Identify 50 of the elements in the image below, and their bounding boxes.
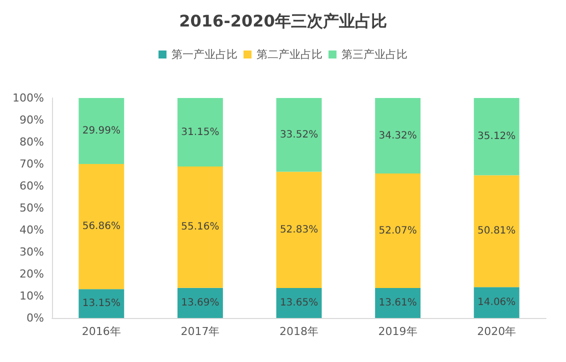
x-tick-label: 2017年	[180, 325, 220, 338]
bar	[474, 98, 520, 176]
data-label: 13.15%	[82, 298, 120, 310]
data-label: 33.52%	[280, 129, 318, 140]
legend-label: 第一产业占比	[172, 48, 238, 61]
y-tick-label: 40%	[20, 224, 44, 236]
bar	[276, 172, 322, 288]
legend-label: 第二产业占比	[256, 48, 322, 61]
bar	[375, 288, 421, 318]
bar	[78, 98, 124, 164]
bar	[375, 174, 421, 288]
data-label: 52.83%	[280, 224, 318, 236]
y-tick-label: 10%	[20, 290, 44, 302]
data-label: 13.65%	[280, 297, 318, 308]
data-label: 29.99%	[82, 125, 120, 136]
bar	[474, 287, 520, 318]
bar	[276, 288, 322, 318]
bar	[177, 98, 223, 167]
chart-title: 2016-2020年三次产业占比	[179, 12, 387, 30]
data-label: 14.06%	[478, 297, 516, 308]
y-tick-label: 30%	[20, 246, 44, 258]
data-label: 35.12%	[478, 131, 516, 142]
legend-label: 第三产业占比	[342, 48, 408, 61]
bar	[78, 164, 124, 290]
bar	[177, 288, 223, 318]
y-tick-label: 80%	[20, 136, 44, 148]
data-label: 55.16%	[181, 222, 220, 233]
x-tick-label: 2018年	[280, 325, 318, 338]
y-tick-label: 100%	[12, 92, 44, 104]
bar	[375, 98, 421, 174]
x-tick-label: 2016年	[82, 325, 121, 338]
data-label: 13.69%	[181, 297, 220, 308]
y-tick-label: 70%	[20, 158, 44, 170]
data-label: 52.07%	[378, 225, 417, 236]
bar	[276, 98, 322, 172]
data-label: 31.15%	[181, 126, 220, 138]
y-tick-label: 90%	[20, 114, 44, 126]
data-label: 50.81%	[478, 226, 516, 237]
bar	[474, 175, 520, 288]
y-tick-label: 50%	[20, 202, 44, 214]
bar	[177, 166, 223, 288]
x-tick-label: 2020年	[477, 325, 516, 338]
bar	[78, 289, 124, 318]
y-tick-label: 20%	[20, 268, 44, 280]
data-label: 56.86%	[82, 221, 120, 232]
y-tick-label: 60%	[20, 180, 44, 192]
x-tick-label: 2019年	[378, 325, 418, 338]
y-tick-label: 0%	[26, 312, 44, 324]
data-label: 34.32%	[378, 130, 417, 142]
data-label: 13.61%	[378, 298, 417, 309]
